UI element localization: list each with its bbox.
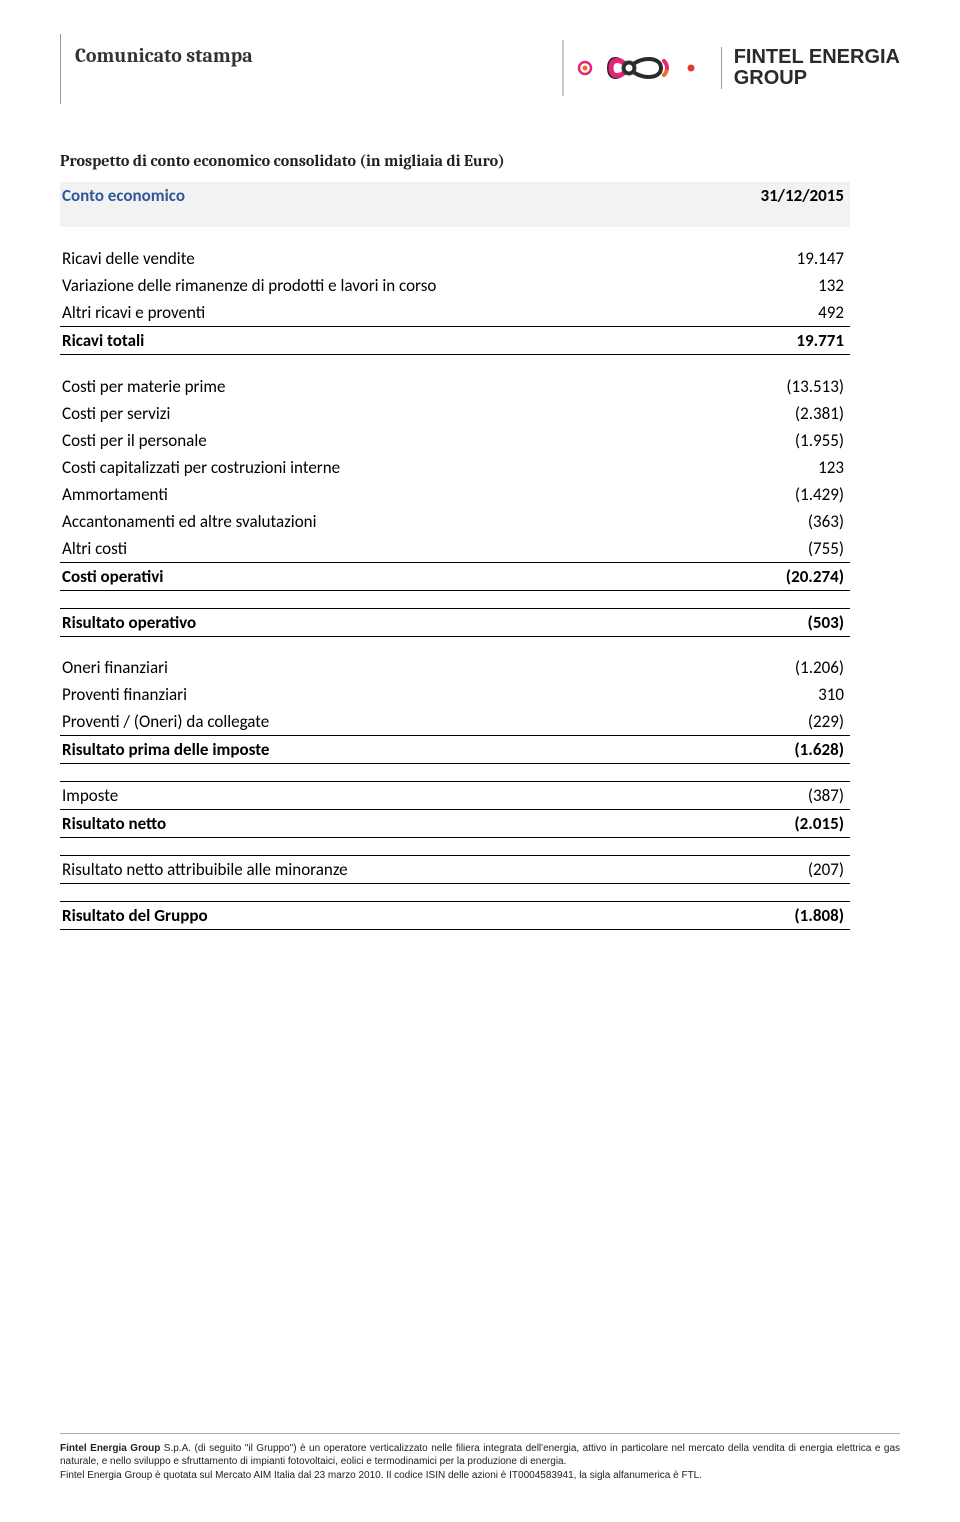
table-row: Costi per materie prime(13.513) — [60, 373, 850, 400]
row-label: Risultato netto attribuibile alle minora… — [60, 856, 730, 884]
header-left: Comunicato stampa — [60, 40, 253, 104]
row-label: Altri ricavi e proventi — [60, 299, 730, 327]
header-divider — [60, 34, 61, 104]
gap-row — [60, 838, 850, 856]
row-value: (2.381) — [730, 400, 850, 427]
row-label: Costi operativi — [60, 562, 730, 590]
row-value: 123 — [730, 454, 850, 481]
table-row: Ricavi delle vendite19.147 — [60, 245, 850, 272]
brand-name: FINTEL ENERGIA GROUP — [721, 47, 900, 89]
table-row: Costi capitalizzati per costruzioni inte… — [60, 454, 850, 481]
table-row-total: Risultato netto(2.015) — [60, 810, 850, 838]
table-row-total: Risultato prima delle imposte(1.628) — [60, 736, 850, 764]
table-row-total: Risultato del Gruppo(1.808) — [60, 902, 850, 930]
gap-row — [60, 355, 850, 373]
footer-divider — [60, 1433, 900, 1434]
table-row: Variazione delle rimanenze di prodotti e… — [60, 272, 850, 299]
table-header-label: Conto economico — [60, 182, 730, 209]
gap-row — [60, 590, 850, 608]
gap-row — [60, 884, 850, 902]
row-label: Costi per il personale — [60, 427, 730, 454]
brand-line1: FINTEL ENERGIA — [734, 46, 900, 68]
table-row-total: Costi operativi(20.274) — [60, 562, 850, 590]
row-label: Accantonamenti ed altre svalutazioni — [60, 508, 730, 535]
row-label: Ammortamenti — [60, 481, 730, 508]
row-label: Oneri finanziari — [60, 654, 730, 681]
document-type: Comunicato stampa — [75, 40, 253, 67]
row-value: (363) — [730, 508, 850, 535]
row-label: Risultato prima delle imposte — [60, 736, 730, 764]
row-label: Risultato operativo — [60, 608, 730, 636]
table-header-row: Conto economico 31/12/2015 — [60, 182, 850, 209]
table-row: Risultato netto attribuibile alle minora… — [60, 856, 850, 884]
row-value: (1.955) — [730, 427, 850, 454]
table-row: Costi per il personale(1.955) — [60, 427, 850, 454]
row-value: (1.429) — [730, 481, 850, 508]
table-header-value: 31/12/2015 — [730, 182, 850, 209]
table-row: Oneri finanziari(1.206) — [60, 654, 850, 681]
table-row: Ammortamenti(1.429) — [60, 481, 850, 508]
table-row: Proventi finanziari310 — [60, 681, 850, 708]
brand-line2: GROUP — [734, 67, 807, 89]
table-row: Proventi / (Oneri) da collegate(229) — [60, 708, 850, 736]
row-value: (503) — [730, 608, 850, 636]
row-label: Risultato del Gruppo — [60, 902, 730, 930]
row-value: (387) — [730, 782, 850, 810]
row-label: Ricavi totali — [60, 327, 730, 355]
table-row: Imposte(387) — [60, 782, 850, 810]
row-label: Costi capitalizzati per costruzioni inte… — [60, 454, 730, 481]
row-label: Imposte — [60, 782, 730, 810]
table-row: Costi per servizi(2.381) — [60, 400, 850, 427]
row-value: (207) — [730, 856, 850, 884]
row-value: (13.513) — [730, 373, 850, 400]
section-title: Prospetto di conto economico consolidato… — [60, 152, 900, 170]
row-label: Risultato netto — [60, 810, 730, 838]
spacer-row — [60, 209, 850, 227]
page-footer: Fintel Energia Group S.p.A. (di seguito … — [60, 1433, 900, 1483]
footer-text: Fintel Energia Group S.p.A. (di seguito … — [60, 1442, 900, 1483]
row-label: Variazione delle rimanenze di prodotti e… — [60, 272, 730, 299]
row-value: (2.015) — [730, 810, 850, 838]
row-value: 19.147 — [730, 245, 850, 272]
row-value: 310 — [730, 681, 850, 708]
row-label: Proventi / (Oneri) da collegate — [60, 708, 730, 736]
row-value: (1.808) — [730, 902, 850, 930]
row-value: (20.274) — [730, 562, 850, 590]
income-statement-table: Conto economico 31/12/2015 Ricavi delle … — [60, 182, 850, 930]
row-value: (1.206) — [730, 654, 850, 681]
row-value: 19.771 — [730, 327, 850, 355]
row-label: Proventi finanziari — [60, 681, 730, 708]
header-right: FINTEL ENERGIA GROUP — [561, 40, 900, 96]
table-row: Accantonamenti ed altre svalutazioni(363… — [60, 508, 850, 535]
brand-logo-icon — [561, 40, 711, 96]
gap-row — [60, 764, 850, 782]
table-row: Altri ricavi e proventi492 — [60, 299, 850, 327]
gap-row — [60, 227, 850, 245]
table-row-total: Risultato operativo(503) — [60, 608, 850, 636]
row-value: 132 — [730, 272, 850, 299]
page-header: Comunicato stampa — [60, 40, 900, 104]
row-label: Costi per materie prime — [60, 373, 730, 400]
row-value: (1.628) — [730, 736, 850, 764]
row-label: Costi per servizi — [60, 400, 730, 427]
row-value: 492 — [730, 299, 850, 327]
gap-row — [60, 636, 850, 654]
table-row-total: Ricavi totali19.771 — [60, 327, 850, 355]
row-label: Altri costi — [60, 535, 730, 563]
row-value: (755) — [730, 535, 850, 563]
row-value: (229) — [730, 708, 850, 736]
table-row: Altri costi(755) — [60, 535, 850, 563]
row-label: Ricavi delle vendite — [60, 245, 730, 272]
